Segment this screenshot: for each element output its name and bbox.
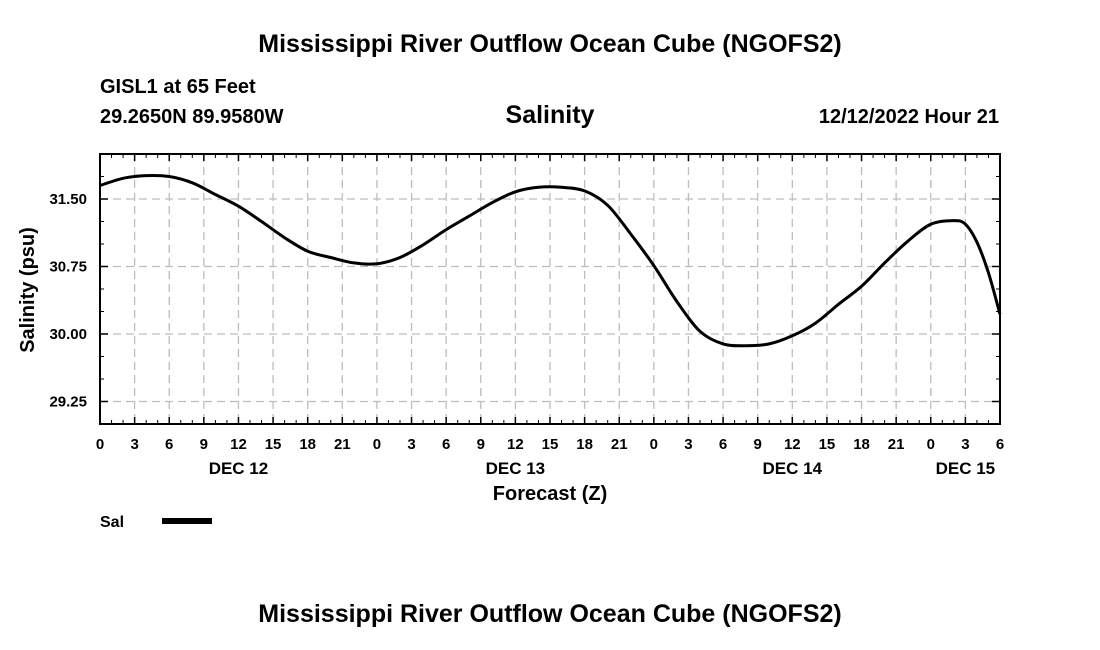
day-label: DEC 15 — [936, 459, 996, 478]
chart-title: Mississippi River Outflow Ocean Cube (NG… — [258, 30, 842, 58]
day-label: DEC 12 — [209, 459, 269, 478]
station-coords: 29.2650N 89.9580W — [100, 106, 284, 128]
grid-lines — [100, 154, 1000, 424]
x-tick-label: 9 — [477, 436, 485, 453]
day-label: DEC 13 — [486, 459, 546, 478]
y-tick-label: 30.75 — [49, 259, 87, 276]
x-tick-label: 12 — [507, 436, 524, 453]
variable-title: Salinity — [505, 101, 595, 129]
series-line-sal — [99, 173, 1002, 348]
x-tick-label: 9 — [200, 436, 208, 453]
axis-labels: Salinity (psu) Forecast (Z) — [17, 227, 607, 505]
footer-title: Mississippi River Outflow Ocean Cube (NG… — [258, 600, 842, 628]
x-tick-label: 18 — [853, 436, 870, 453]
x-tick-label: 0 — [96, 436, 104, 453]
axes: 0 3 6 9 12 15 18 21 0 3 6 9 12 15 18 21 0 3 6 9 12 15 18 21 0 3 6D… — [49, 153, 1004, 478]
x-axis-label: Forecast (Z) — [493, 483, 607, 505]
x-tick-label: 18 — [576, 436, 593, 453]
x-tick-label: 9 — [754, 436, 762, 453]
x-tick-label: 12 — [784, 436, 801, 453]
x-tick-label: 21 — [611, 436, 628, 453]
x-tick-label: 18 — [299, 436, 316, 453]
x-tick-label: 3 — [130, 436, 138, 453]
y-tick-label: 30.00 — [49, 326, 87, 343]
y-tick-label: 31.50 — [49, 191, 87, 208]
x-tick-label: 6 — [442, 436, 450, 453]
x-tick-label: 0 — [927, 436, 935, 453]
legend-label-sal: Sal — [100, 514, 124, 531]
y-axis-label: Salinity (psu) — [17, 227, 39, 353]
series-layer — [99, 173, 1002, 348]
x-tick-label: 21 — [888, 436, 905, 453]
x-tick-label: 3 — [684, 436, 692, 453]
legend: Sal — [100, 514, 212, 531]
x-tick-label: 0 — [650, 436, 658, 453]
x-tick-label: 3 — [407, 436, 415, 453]
x-tick-label: 15 — [542, 436, 559, 453]
x-tick-label: 6 — [996, 436, 1004, 453]
x-tick-label: 6 — [165, 436, 173, 453]
y-tick-label: 29.25 — [49, 394, 87, 411]
x-tick-label: 3 — [961, 436, 969, 453]
forecast-datetime: 12/12/2022 Hour 21 — [818, 106, 999, 128]
station-label: GISL1 at 65 Feet — [100, 76, 256, 98]
x-tick-label: 12 — [230, 436, 247, 453]
x-tick-label: 21 — [334, 436, 351, 453]
x-tick-label: 15 — [819, 436, 836, 453]
x-tick-label: 15 — [265, 436, 282, 453]
x-tick-label: 6 — [719, 436, 727, 453]
x-tick-label: 0 — [373, 436, 381, 453]
day-label: DEC 14 — [763, 459, 823, 478]
